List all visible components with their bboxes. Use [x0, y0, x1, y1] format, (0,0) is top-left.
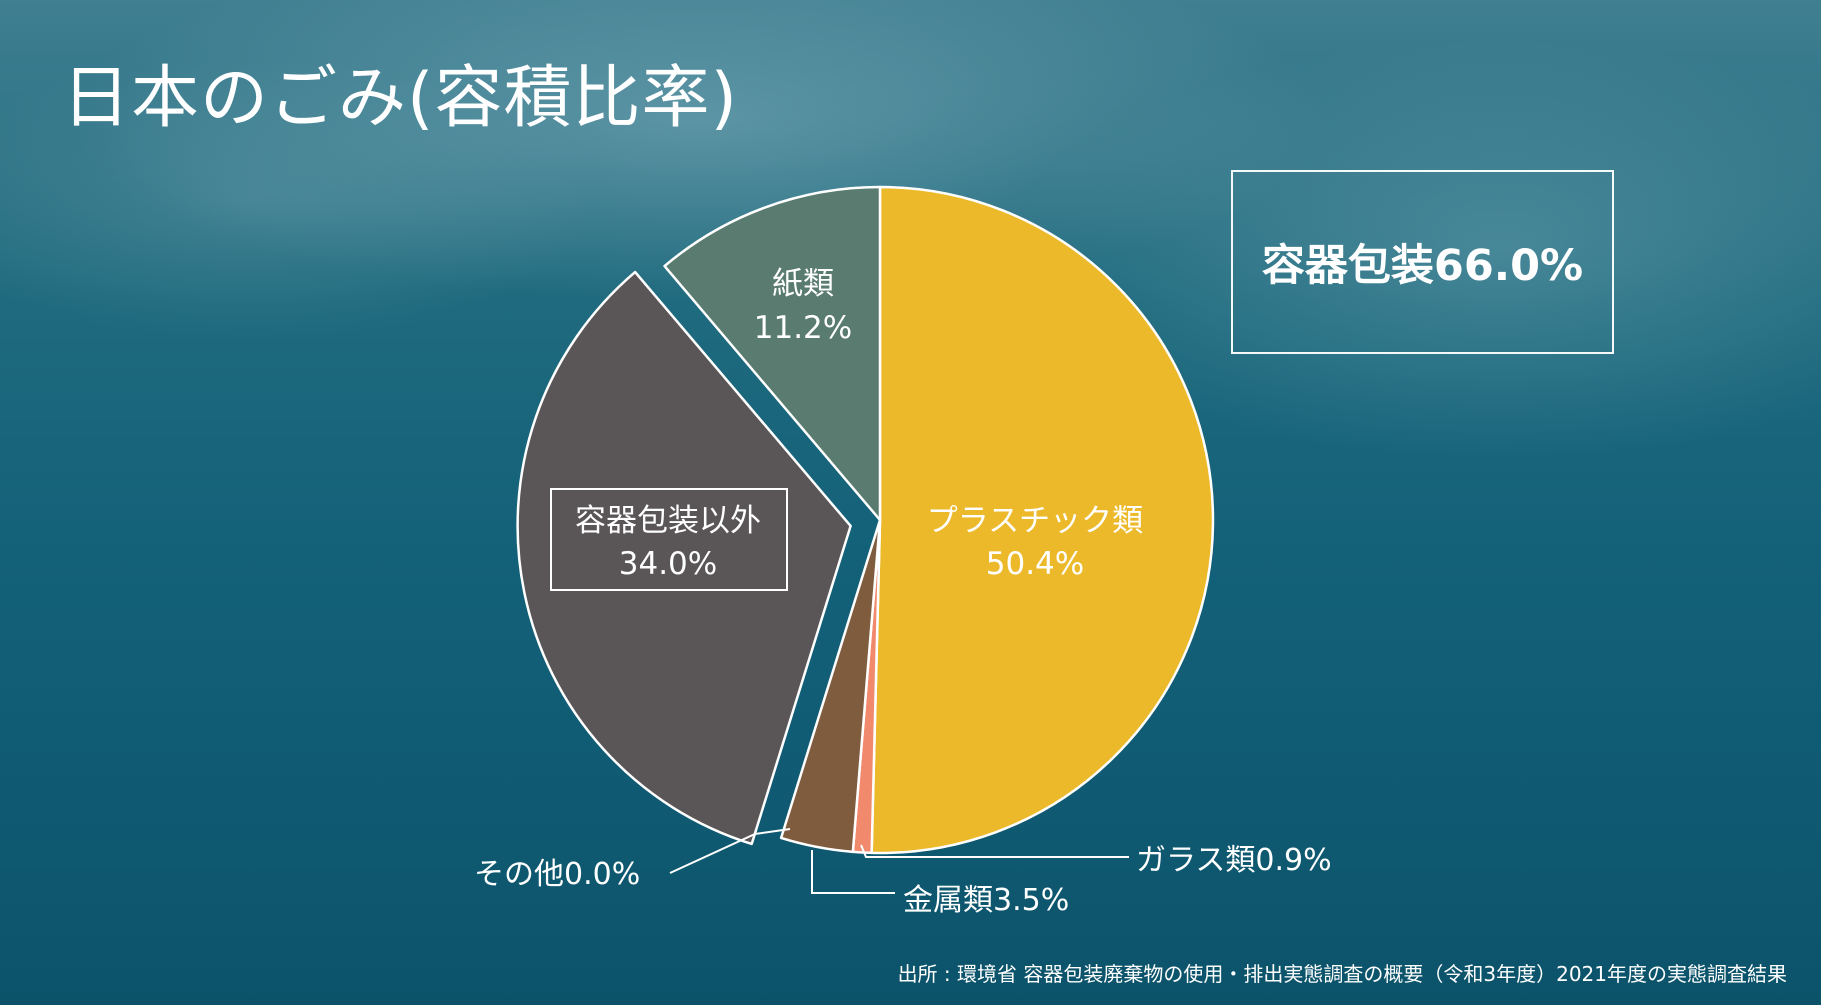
- slice-labels: プラスチック類 50.4% ガラス類0.9% 金属類3.5% その他0.0% 容器包装以外…: [474, 266, 1332, 918]
- value-label-プラスチック類: 50.4%: [986, 546, 1084, 582]
- label-容器包装以外: 容器包装以外: [575, 503, 761, 539]
- page-title: 日本のごみ(容積比率): [62, 59, 739, 138]
- slice-プラスチック類: [870, 185, 1215, 855]
- label-その他: その他0.0%: [474, 857, 640, 892]
- leader-line-ガラス類: [860, 844, 1129, 858]
- label-金属類: 金属類3.5%: [903, 883, 1069, 918]
- slice-金属類: [779, 518, 882, 854]
- source-note: 出所 : 環境省 容器包装廃棄物の使用・排出実態調査の概要（令和3年度）2021…: [897, 962, 1787, 986]
- value-label-紙類: 11.2%: [754, 310, 852, 346]
- pie-slices: [516, 185, 1215, 855]
- label-紙類: 紙類: [772, 266, 834, 302]
- slice-紙類: [663, 185, 882, 522]
- slice-容器包装以外: [516, 270, 852, 846]
- leader-line-その他: [669, 828, 791, 874]
- label-プラスチック類: プラスチック類: [927, 503, 1143, 539]
- packaging-total-box: 容器包装66.0%: [1231, 170, 1614, 354]
- label-ガラス類: ガラス類0.9%: [1136, 843, 1332, 878]
- value-label-容器包装以外: 34.0%: [619, 546, 717, 582]
- label-box-容器包装以外: [550, 488, 788, 591]
- leader-line-金属類: [811, 850, 895, 894]
- leader-lines: [669, 828, 1129, 894]
- packaging-total-label: 容器包装66.0%: [1261, 241, 1584, 291]
